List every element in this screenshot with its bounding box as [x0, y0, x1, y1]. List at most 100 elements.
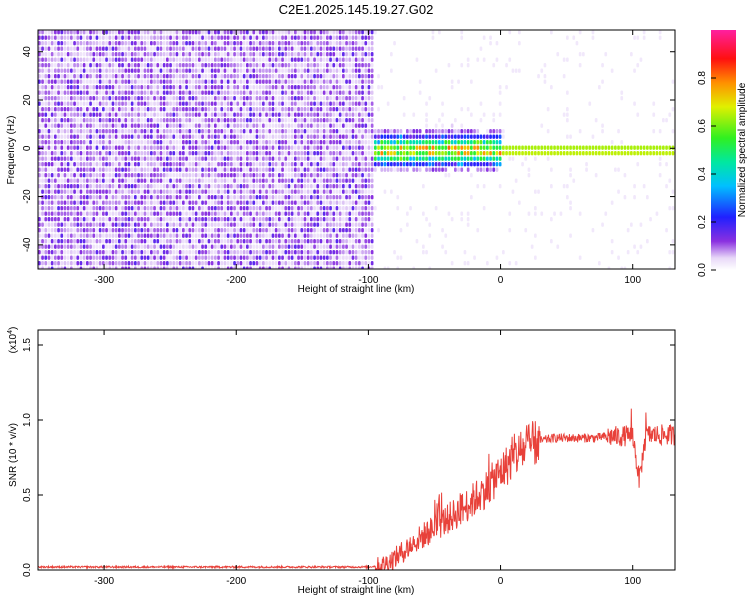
heatmap-cell: [169, 239, 172, 244]
heatmap-cell: [114, 145, 118, 150]
heatmap-cell: [191, 101, 195, 106]
heatmap-cell: [268, 173, 272, 178]
heatmap-cell: [118, 30, 121, 35]
heatmap-cell: [38, 140, 41, 145]
heatmap-cell: [342, 79, 345, 84]
heatmap-cell: [274, 79, 278, 84]
heatmap-cell: [143, 239, 147, 244]
heatmap-cell: [178, 30, 182, 35]
heatmap-cell: [159, 228, 163, 233]
heatmap-cell: [438, 134, 441, 139]
heatmap-cell: [54, 46, 57, 51]
heatmap-cell: [73, 222, 76, 227]
heatmap-cell: [76, 200, 80, 205]
heatmap-cell: [79, 129, 83, 134]
heatmap-cell: [66, 255, 70, 260]
heatmap-cell: [175, 123, 179, 128]
heatmap-cell: [105, 222, 108, 227]
heatmap-cell: [47, 228, 51, 233]
heatmap-cell: [370, 244, 374, 249]
heatmap-cell: [162, 233, 166, 238]
heatmap-cell: [473, 162, 476, 167]
heatmap-cell: [236, 250, 240, 255]
heatmap-cell: [338, 107, 342, 112]
heatmap-cell: [271, 200, 275, 205]
heatmap-cell: [316, 217, 320, 222]
heatmap-cell: [226, 63, 230, 68]
heatmap-cell: [92, 63, 96, 68]
heatmap-cell: [319, 134, 323, 139]
heatmap-cell: [217, 211, 220, 216]
heatmap-cell: [233, 85, 236, 90]
heatmap-cell: [313, 30, 316, 35]
heatmap-cell: [342, 189, 345, 194]
heatmap-cell: [204, 184, 208, 189]
heatmap-cell: [294, 266, 297, 269]
heatmap-cell: [290, 68, 294, 73]
heatmap-cell: [326, 200, 329, 205]
heatmap-cell: [399, 145, 403, 150]
heatmap-cell: [370, 189, 374, 194]
heatmap-cell: [79, 140, 83, 145]
heatmap-cell: [89, 233, 92, 238]
heatmap-cell: [294, 167, 297, 172]
heatmap-cell: [214, 57, 217, 62]
heatmap-cell: [108, 57, 112, 62]
heatmap-cell: [482, 57, 486, 62]
heatmap-cell: [233, 118, 236, 123]
heatmap-cell: [230, 156, 233, 161]
heatmap-cell: [50, 46, 54, 51]
heatmap-cell: [390, 189, 393, 194]
heatmap-cell: [217, 261, 220, 266]
heatmap-cell: [255, 222, 259, 227]
heatmap-cell: [194, 79, 198, 84]
heatmap-cell: [220, 173, 224, 178]
heatmap-cell: [217, 68, 220, 73]
heatmap-cell: [150, 206, 153, 211]
heatmap-cell: [239, 63, 243, 68]
heatmap-cell: [143, 140, 147, 145]
heatmap-cell: [220, 233, 224, 238]
heatmap-cell: [329, 74, 332, 79]
heatmap-cell: [92, 57, 96, 62]
heatmap-cell: [127, 184, 131, 189]
heatmap-cell: [204, 156, 208, 161]
heatmap-cell: [95, 239, 99, 244]
heatmap-cell: [268, 250, 272, 255]
heatmap-cell: [338, 52, 342, 57]
heatmap-cell: [329, 85, 332, 90]
heatmap-cell: [252, 145, 256, 150]
heatmap-cell: [262, 129, 265, 134]
heatmap-cell: [287, 90, 291, 95]
heatmap-cell: [114, 195, 118, 200]
heatmap-cell: [217, 79, 220, 84]
heatmap-cell: [300, 255, 304, 260]
heatmap-cell: [233, 233, 236, 238]
heatmap-cell: [396, 195, 400, 200]
heatmap-cell: [140, 123, 144, 128]
heatmap-cell: [156, 266, 160, 269]
heatmap-cell: [146, 178, 150, 183]
heatmap-cell: [166, 145, 169, 150]
heatmap-cell: [166, 74, 169, 79]
heatmap-cell: [265, 167, 268, 172]
heatmap-cell: [425, 217, 428, 222]
heatmap-cell: [268, 30, 272, 35]
heatmap-cell: [303, 222, 307, 227]
heatmap-cell: [425, 156, 428, 161]
heatmap-cell: [268, 112, 272, 117]
heatmap-cell: [191, 140, 195, 145]
heatmap-cell: [364, 211, 368, 216]
heatmap-cell: [159, 68, 163, 73]
heatmap-cell: [335, 63, 339, 68]
heatmap-cell: [153, 41, 156, 46]
heatmap-cell: [73, 195, 76, 200]
heatmap-cell: [162, 123, 166, 128]
heatmap-cell: [150, 233, 153, 238]
heatmap-cell: [159, 173, 163, 178]
heatmap-cell: [249, 151, 252, 156]
heatmap-cell: [98, 145, 102, 150]
heatmap-cell: [236, 46, 240, 51]
heatmap-cell: [76, 211, 80, 216]
heatmap-cell: [86, 35, 89, 40]
